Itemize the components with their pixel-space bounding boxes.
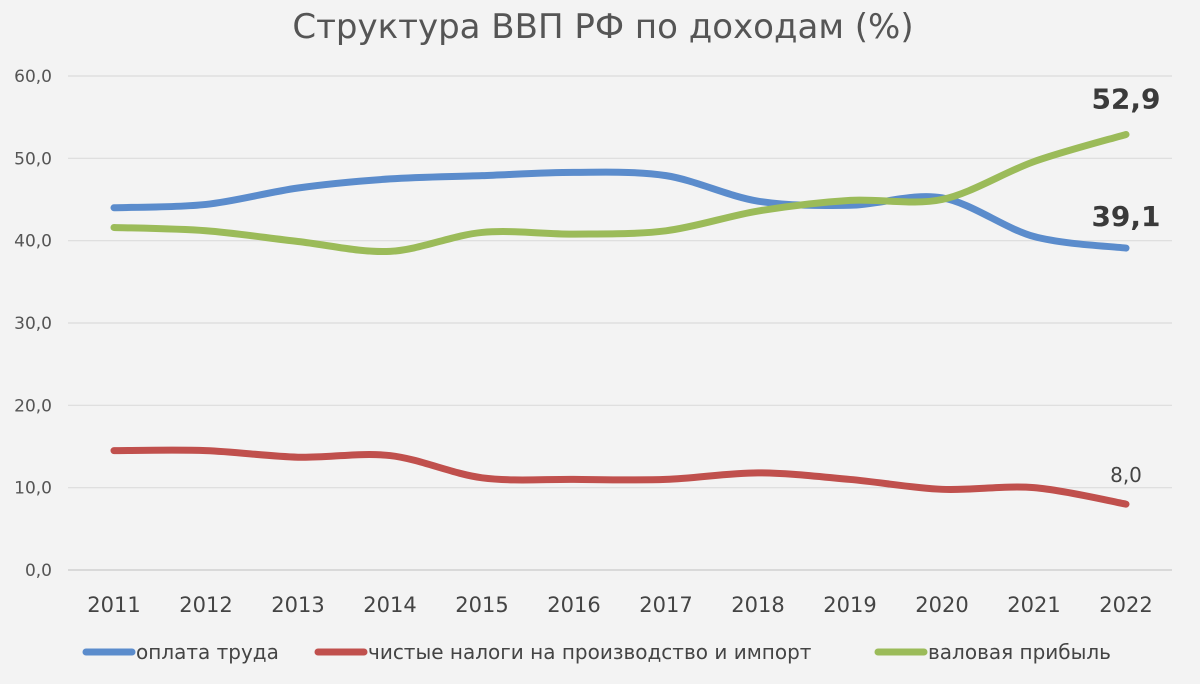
legend-label: оплата труда	[136, 640, 279, 664]
chart-title: Структура ВВП РФ по доходам (%)	[292, 7, 913, 47]
y-axis-ticks: 0,0 10,0 20,0 30,0 40,0 50,0 60,0	[14, 67, 52, 581]
series-line-1	[110, 168, 1130, 252]
y-tick-label: 50,0	[14, 149, 52, 169]
x-tick-label: 2012	[179, 593, 232, 617]
x-tick-label: 2020	[915, 593, 968, 617]
y-tick-label: 10,0	[14, 479, 52, 499]
series-lines	[110, 130, 1130, 508]
x-tick-label: 2019	[823, 593, 876, 617]
x-axis-ticks: 2011 2012 2013 2014 2015 2016 2017 2018 2019 2020…	[87, 593, 1152, 617]
y-tick-label: 0,0	[25, 561, 52, 581]
legend-label: валовая прибыль	[928, 640, 1111, 664]
x-tick-label: 2022	[1099, 593, 1152, 617]
x-tick-label: 2011	[87, 593, 140, 617]
x-tick-label: 2017	[639, 593, 692, 617]
legend-label: чистые налоги на производство и импорт	[368, 640, 812, 664]
data-labels: 52,9 39,1 8,0	[1091, 82, 1160, 487]
x-tick-label: 2018	[731, 593, 784, 617]
y-tick-label: 60,0	[14, 67, 52, 87]
x-tick-label: 2015	[455, 593, 508, 617]
x-tick-label: 2013	[271, 593, 324, 617]
legend: оплата труда чистые налоги на производств…	[82, 640, 1111, 664]
data-label: 8,0	[1110, 463, 1142, 487]
series-line-2	[110, 446, 1130, 508]
x-tick-label: 2014	[363, 593, 416, 617]
data-label: 39,1	[1091, 200, 1160, 233]
x-tick-label: 2021	[1007, 593, 1060, 617]
y-tick-label: 30,0	[14, 314, 52, 334]
y-tick-label: 20,0	[14, 396, 52, 416]
y-tick-label: 40,0	[14, 232, 52, 252]
series-line-3	[110, 130, 1130, 256]
gridlines	[68, 75, 1172, 571]
x-tick-label: 2016	[547, 593, 600, 617]
data-label: 52,9	[1091, 82, 1160, 115]
